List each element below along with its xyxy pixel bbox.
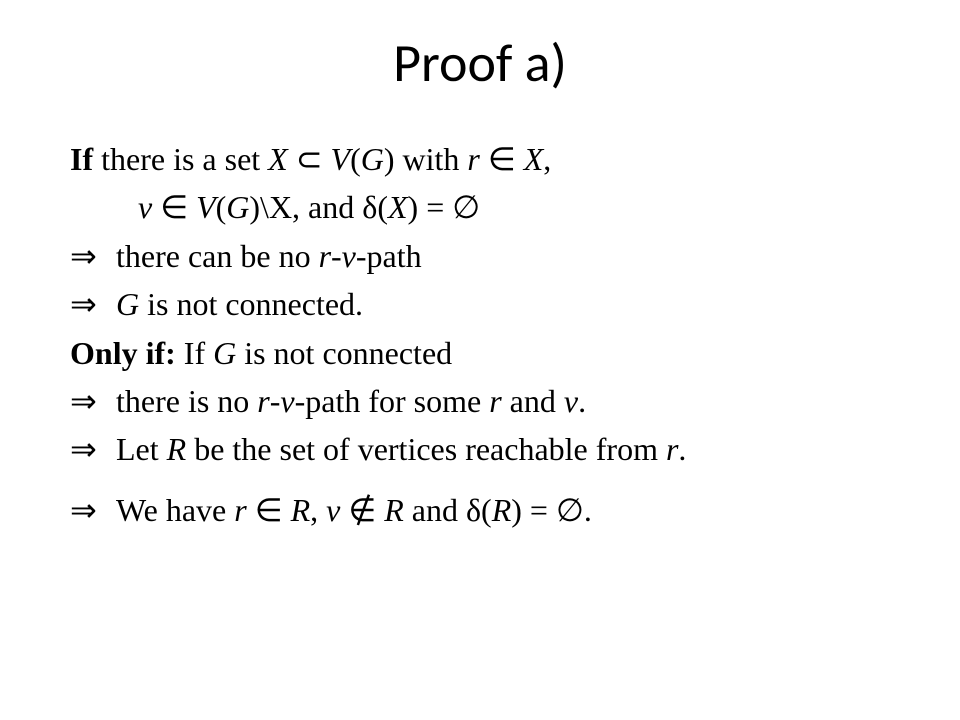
proof-line-6: ⇒ there is no r-v-path for some r and v. <box>70 378 890 424</box>
line-text: G is not connected. <box>116 281 363 327</box>
implies-icon: ⇒ <box>70 487 116 533</box>
line-text: We have r ∈ R, v ∉ R and δ(R) = ∅. <box>116 487 592 533</box>
implies-icon: ⇒ <box>70 233 116 279</box>
line-text: there is no r-v-path for some r and v. <box>116 378 586 424</box>
proof-line-3: ⇒ there can be no r-v-path <box>70 233 890 279</box>
slide-body: If there is a set X ⊂ V(G) with r ∈ X, v… <box>70 136 890 533</box>
proof-line-1: If there is a set X ⊂ V(G) with r ∈ X, <box>70 136 890 182</box>
implies-icon: ⇒ <box>70 281 116 327</box>
implies-icon: ⇒ <box>70 378 116 424</box>
slide-title: Proof a) <box>70 30 890 96</box>
proof-line-4: ⇒ G is not connected. <box>70 281 890 327</box>
line-text: there can be no r-v-path <box>116 233 422 279</box>
line-text: If there is a set X ⊂ V(G) with r ∈ X, <box>70 136 551 182</box>
proof-line-8: ⇒ We have r ∈ R, v ∉ R and δ(R) = ∅. <box>70 487 890 533</box>
line-text: v ∈ V(G)\X, and δ(X) = ∅ <box>138 184 480 230</box>
implies-icon: ⇒ <box>70 426 116 472</box>
line-text: Only if: If G is not connected <box>70 330 452 376</box>
proof-line-5: Only if: If G is not connected <box>70 330 890 376</box>
proof-line-2: v ∈ V(G)\X, and δ(X) = ∅ <box>70 184 890 230</box>
line-text: Let R be the set of vertices reachable f… <box>116 426 686 472</box>
proof-line-7: ⇒ Let R be the set of vertices reachable… <box>70 426 890 472</box>
slide-container: Proof a) If there is a set X ⊂ V(G) with… <box>0 0 960 720</box>
